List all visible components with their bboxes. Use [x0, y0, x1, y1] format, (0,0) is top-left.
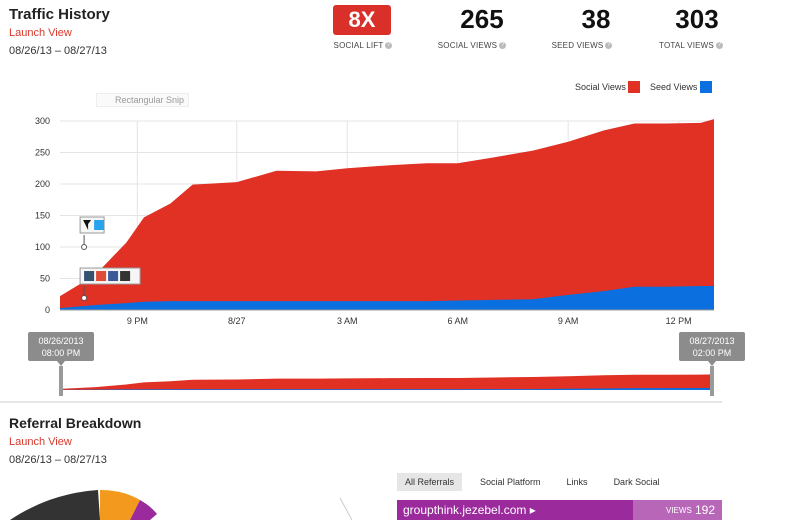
seed-views-label: SEED VIEWS?: [527, 41, 637, 50]
range-end-pointer: [708, 361, 716, 366]
legend-social-label: Social Views: [575, 82, 626, 92]
referral-date-range: 08/26/13 – 08/27/13: [9, 454, 107, 466]
kinja-icon: [83, 220, 92, 230]
social-views-value: 265: [460, 4, 504, 34]
range-end-time: 02:00 PM: [693, 348, 732, 358]
referral-breakdown-title: Referral Breakdown: [9, 415, 142, 431]
y-tick-label: 50: [40, 274, 50, 284]
pie-slice-dark: [10, 490, 100, 520]
y-tick-label: 250: [35, 148, 50, 158]
range-end-handle: [710, 366, 714, 396]
range-seed-area: [60, 388, 714, 390]
range-selector[interactable]: 08/26/2013 08:00 PM 08/27/2013 02:00 PM: [0, 330, 800, 410]
social-lift-label-text: SOCIAL LIFT: [333, 41, 384, 50]
x-tick-label: 9 PM: [127, 316, 148, 326]
total-views-label: TOTAL VIEWS?: [636, 41, 746, 50]
y-tick-label: 300: [35, 116, 50, 126]
twitter-marker-dot: [81, 244, 88, 250]
y-tick-label: 0: [45, 305, 50, 315]
traffic-area-chart: 0 50 100 150 200 250 300 9 PM 8/27 3 AM 6 AM 9 AM 12…: [35, 116, 714, 326]
help-icon[interactable]: ?: [605, 42, 613, 50]
legend-social-swatch: [628, 81, 640, 93]
multi-marker-dot: [81, 295, 88, 302]
y-tick-label: 100: [35, 242, 50, 252]
tab-social-platform[interactable]: Social Platform: [480, 477, 541, 487]
range-end-date: 08/27/2013: [689, 336, 734, 346]
referral-domain[interactable]: groupthink.jezebel.com ▸: [403, 503, 536, 517]
seed-views-area: [60, 286, 714, 310]
x-tick-label: 9 AM: [558, 316, 579, 326]
total-views-label-text: TOTAL VIEWS: [659, 41, 714, 50]
help-icon[interactable]: ?: [385, 42, 393, 50]
x-tick-label: 8/27: [228, 316, 246, 326]
social-lift-value: 8X: [333, 5, 391, 35]
tab-all-referrals[interactable]: All Referrals: [397, 473, 463, 491]
x-tick-label: 12 PM: [666, 316, 692, 326]
y-tick-label: 150: [35, 211, 50, 221]
social-views-label: SOCIAL VIEWS?: [417, 41, 527, 50]
x-tick-label: 6 AM: [447, 316, 468, 326]
seed-views-value: 38: [581, 4, 611, 34]
twitter-icon: [94, 220, 105, 230]
range-social-area: [60, 374, 714, 390]
referral-launch-view-link[interactable]: Launch View: [9, 436, 72, 448]
referral-row[interactable]: groupthink.jezebel.com ▸ VIEWS 192: [397, 500, 722, 520]
help-icon[interactable]: ?: [715, 42, 723, 50]
tab-links[interactable]: Links: [566, 477, 588, 487]
traffic-history-title: Traffic History: [9, 6, 110, 23]
seed-views-label-text: SEED VIEWS: [551, 41, 604, 50]
referral-tabs: All Referrals Social Platform Links Dark…: [397, 473, 668, 491]
social-views-label-text: SOCIAL VIEWS: [437, 41, 498, 50]
help-icon[interactable]: ?: [499, 42, 507, 50]
range-start-date: 08/26/2013: [38, 336, 83, 346]
tumblr-icon: [84, 271, 95, 282]
legend-seed-swatch: [700, 81, 712, 93]
social-lift-label: SOCIAL LIFT?: [308, 41, 418, 50]
range-start-time: 08:00 PM: [42, 348, 81, 358]
delicious-icon: [120, 271, 131, 282]
referral-views-count: 192: [695, 503, 716, 517]
x-tick-label: 3 AM: [337, 316, 358, 326]
y-tick-label: 200: [35, 179, 50, 189]
range-start-label-box: [28, 332, 94, 361]
range-start-handle: [59, 366, 63, 396]
pie-slice-purple: [130, 500, 157, 520]
range-start-pointer: [57, 361, 65, 366]
referral-views: VIEWS 192: [633, 500, 722, 520]
referral-views-label: VIEWS: [666, 506, 692, 515]
social-views-area: [60, 119, 714, 310]
google-icon: [96, 271, 107, 282]
range-end-label-box: [679, 332, 745, 361]
traffic-date-range: 08/26/13 – 08/27/13: [9, 45, 107, 57]
pie-slice-orange: [100, 490, 140, 520]
traffic-launch-view-link[interactable]: Launch View: [9, 27, 72, 39]
pie-divider: [339, 497, 353, 520]
referral-pie-chart: [10, 490, 353, 520]
legend-seed-label: Seed Views: [650, 82, 698, 92]
tab-dark-social[interactable]: Dark Social: [613, 477, 660, 487]
total-views-value: 303: [675, 4, 719, 34]
facebook-icon: [108, 271, 119, 282]
rectangular-snip-label: Rectangular Snip: [96, 93, 190, 107]
